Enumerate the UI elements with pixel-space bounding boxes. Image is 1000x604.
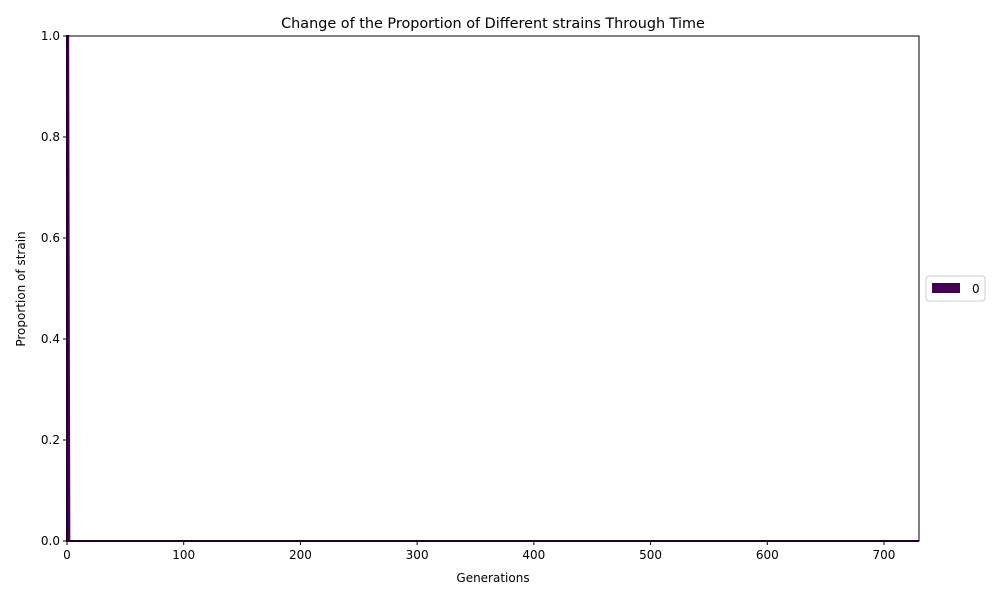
x-tick-label: 700 xyxy=(873,548,896,562)
x-axis-ticks: 0 100 200 300 400 500 600 700 xyxy=(63,541,895,562)
y-tick-label: 0.8 xyxy=(41,130,60,144)
area-series-group xyxy=(66,35,919,542)
x-axis-label: Generations xyxy=(456,571,529,585)
y-tick-label: 0.2 xyxy=(41,433,60,447)
plot-frame xyxy=(66,35,920,542)
x-tick-label: 200 xyxy=(289,548,312,562)
x-tick-label: 300 xyxy=(406,548,429,562)
legend: 0 xyxy=(925,275,986,302)
y-axis-label: Proportion of strain xyxy=(14,231,28,346)
y-tick-label: 1.0 xyxy=(41,29,60,43)
y-tick-label: 0.4 xyxy=(41,332,60,346)
x-tick-label: 100 xyxy=(172,548,195,562)
y-tick-label: 0.6 xyxy=(41,231,60,245)
legend-swatch xyxy=(932,283,960,293)
area-series-0 xyxy=(66,35,919,542)
x-tick-label: 600 xyxy=(756,548,779,562)
y-axis-ticks: 0.0 0.2 0.4 0.6 0.8 1.0 xyxy=(41,29,67,548)
x-tick-label: 0 xyxy=(63,548,71,562)
x-tick-label: 400 xyxy=(522,548,545,562)
chart-title: Change of the Proportion of Different st… xyxy=(281,16,705,32)
x-tick-label: 500 xyxy=(639,548,662,562)
y-tick-label: 0.0 xyxy=(41,534,60,548)
legend-items: 0 xyxy=(932,282,980,296)
legend-label: 0 xyxy=(972,282,980,296)
